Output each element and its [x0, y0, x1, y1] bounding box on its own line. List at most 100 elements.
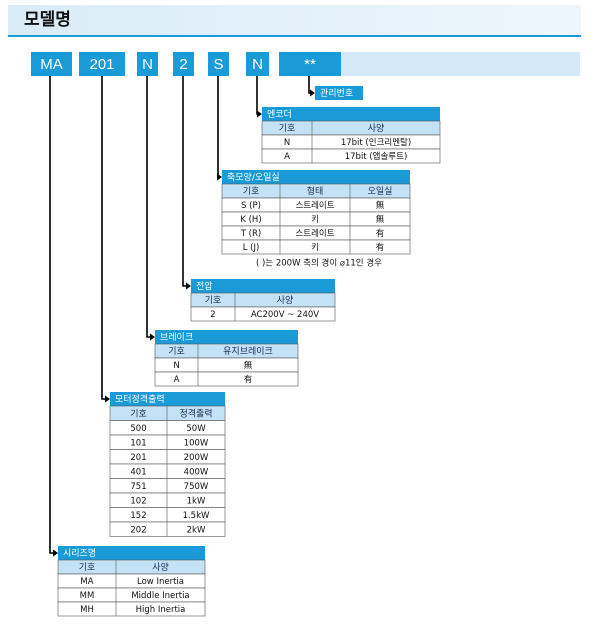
section-title-bar [315, 86, 363, 100]
column-header: 사양 [277, 295, 294, 306]
table-cell: K (H) [240, 215, 261, 225]
column-header: 사양 [368, 123, 385, 134]
column-header: 오일실 [368, 186, 393, 197]
table-cell: 401 [130, 467, 146, 477]
code-box [173, 52, 194, 76]
table-cell: 無 [376, 200, 385, 211]
code-box [137, 52, 158, 76]
table-cell: A [284, 152, 290, 162]
arrowhead [53, 549, 58, 557]
code-box [31, 52, 72, 76]
code-box [246, 52, 269, 76]
table-cell: 500 [130, 424, 146, 434]
column-header: 기호 [130, 408, 147, 419]
table-cell: 1kW [187, 496, 206, 506]
table-cell: 202 [130, 525, 146, 535]
code-text: 201 [89, 56, 114, 73]
table-cell: MH [80, 605, 94, 615]
section-title-bar [110, 392, 225, 406]
table-row [109, 521, 226, 537]
table-cell: 152 [130, 511, 146, 521]
table-row [109, 492, 226, 508]
column-header: 형태 [307, 186, 324, 197]
table-cell: N [173, 361, 179, 371]
column-header: 기호 [279, 123, 296, 134]
table-row [109, 420, 226, 436]
table-cell: 17bit (인크리멘탈) [341, 137, 411, 148]
table-cell: N [284, 138, 290, 148]
section-title: 엔코더 [267, 109, 292, 120]
column-header: 기호 [79, 562, 96, 573]
table-cell: 키 [311, 215, 319, 225]
column-header: 사양 [152, 562, 169, 573]
header-bar [8, 5, 581, 35]
table-cell: 키 [311, 243, 319, 253]
section-title: 축모양/오일실 [227, 172, 280, 183]
table-cell: 2kW [187, 525, 206, 535]
arrowhead [217, 173, 222, 181]
column-header: 유지브레이크 [223, 346, 273, 357]
code-text: N [252, 56, 263, 73]
section-title: 시리즈명 [63, 548, 96, 559]
table-cell: 有 [244, 374, 253, 385]
table-cell: 50W [186, 424, 206, 434]
table-cell: MM [80, 591, 95, 601]
table-cell: 400W [184, 467, 209, 477]
table-cell: 102 [130, 496, 146, 506]
arrowhead [186, 282, 191, 290]
table-cell: 스트레이트 [295, 200, 334, 211]
page-title: 모델명 [24, 9, 71, 30]
table-cell: 1.5kW [183, 511, 210, 521]
table-row [57, 601, 206, 617]
column-header: 기호 [243, 186, 260, 197]
arrowhead [150, 333, 155, 341]
section-title-bar [155, 330, 298, 344]
table-cell: 201 [130, 453, 146, 463]
code-box [208, 52, 229, 76]
table-row [261, 148, 441, 164]
table-cell: AC200V ~ 240V [251, 310, 319, 320]
table-cell: 751 [130, 482, 146, 492]
table-cell: A [174, 375, 180, 385]
code-text: MA [40, 56, 63, 73]
section-note: ( )는 200W 축의 경이 ⌀11인 경우 [256, 258, 382, 269]
table-cell: 無 [376, 214, 385, 225]
table-cell: S (P) [241, 201, 261, 211]
table-cell: Middle Inertia [131, 591, 189, 601]
table-cell: 2 [210, 310, 215, 320]
arrowhead [105, 395, 110, 403]
connector [182, 76, 187, 287]
table-cell: 100W [184, 438, 209, 448]
code-text: N [142, 56, 153, 73]
section-title-bar [222, 170, 410, 184]
header-rule [8, 35, 581, 37]
arrowhead [310, 89, 315, 97]
code-box [279, 52, 341, 76]
section-title-bar [262, 107, 440, 121]
section-title-bar [58, 546, 205, 560]
connector [101, 76, 106, 400]
code-box [79, 52, 125, 76]
table-cell: 17bit (앱솔루트) [345, 151, 408, 162]
table-cell: 750W [184, 482, 209, 492]
table-cell: 200W [184, 453, 209, 463]
table-cell: T (R) [240, 229, 261, 239]
connector [49, 76, 54, 554]
section-title-bar [191, 279, 335, 293]
table-cell: High Inertia [136, 605, 186, 615]
table-row [154, 371, 299, 387]
column-header: 기호 [205, 295, 222, 306]
table-cell: Low Inertia [137, 577, 184, 587]
code-text: 2 [179, 56, 187, 73]
table-cell: 無 [244, 360, 253, 371]
section-title: 전압 [196, 280, 213, 292]
table-cell: 有 [376, 228, 385, 239]
table-row [190, 306, 336, 322]
code-text: ** [304, 56, 316, 73]
connector [146, 76, 151, 338]
connector [256, 76, 258, 115]
code-text: S [213, 56, 223, 73]
column-header: 기호 [168, 346, 185, 357]
table-row [221, 239, 411, 255]
